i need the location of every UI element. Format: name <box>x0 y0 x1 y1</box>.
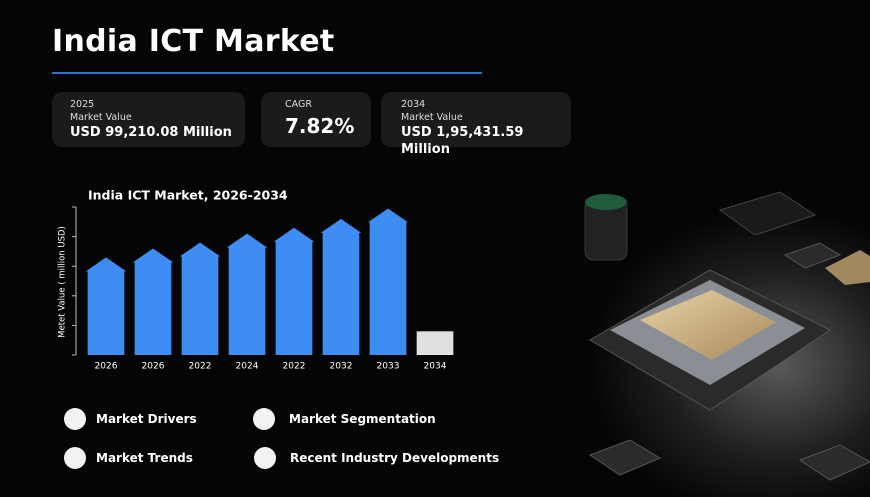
feature: Market Trends <box>96 451 193 465</box>
stat-card: 2034 Market Value USD 1,95,431.59 Millio… <box>381 92 571 157</box>
x-tick-label: 2022 <box>189 362 212 372</box>
feature: Recent Industry Developments <box>290 451 500 465</box>
feature-icon <box>254 447 276 469</box>
component <box>783 242 842 269</box>
page-title: India ICT Market <box>52 24 335 59</box>
x-tick-label: 2022 <box>283 362 306 372</box>
bar <box>179 242 221 355</box>
component <box>825 250 870 285</box>
bar <box>226 233 268 355</box>
x-tick-label: 2034 <box>424 362 447 372</box>
y-axis-label: Metet Value ( million USD) <box>58 226 68 338</box>
bar <box>85 257 127 355</box>
title-rule <box>52 72 482 74</box>
feature-icon <box>253 408 275 430</box>
chip-lid <box>640 290 776 360</box>
bar <box>416 331 454 355</box>
bar <box>320 218 362 355</box>
bar <box>132 248 174 355</box>
bar <box>367 208 409 355</box>
x-tick-label: 2032 <box>330 362 353 372</box>
stat-value: USD 1,95,431.59 Million <box>401 125 524 157</box>
component <box>718 191 817 236</box>
stat-year: 2034 <box>401 99 426 110</box>
x-tick-label: 2024 <box>236 362 259 372</box>
x-tick-label: 2033 <box>377 362 400 372</box>
capacitor-top <box>585 194 627 210</box>
component <box>798 444 870 481</box>
stat-label: Market Value <box>70 112 132 123</box>
stat-card: 2025 Market Value USD 99,210.08 Million <box>52 92 245 147</box>
bar <box>273 227 315 355</box>
feature: Market Segmentation <box>289 412 436 426</box>
chart-title: India ICT Market, 2026-2034 <box>88 188 288 203</box>
stat-year: 2025 <box>70 99 95 110</box>
feature: Market Drivers <box>96 412 197 426</box>
stat-label: Market Value <box>401 112 463 123</box>
stat-card: CAGR 7.82% <box>261 92 371 147</box>
component <box>588 439 662 476</box>
stat-value: 7.82% <box>285 114 355 138</box>
feature-icon <box>64 408 86 430</box>
feature-icon <box>64 447 86 469</box>
stat-label: CAGR <box>285 99 312 110</box>
stat-value: USD 99,210.08 Million <box>70 125 232 140</box>
x-tick-label: 2026 <box>142 362 165 372</box>
x-tick-label: 2026 <box>95 362 118 372</box>
